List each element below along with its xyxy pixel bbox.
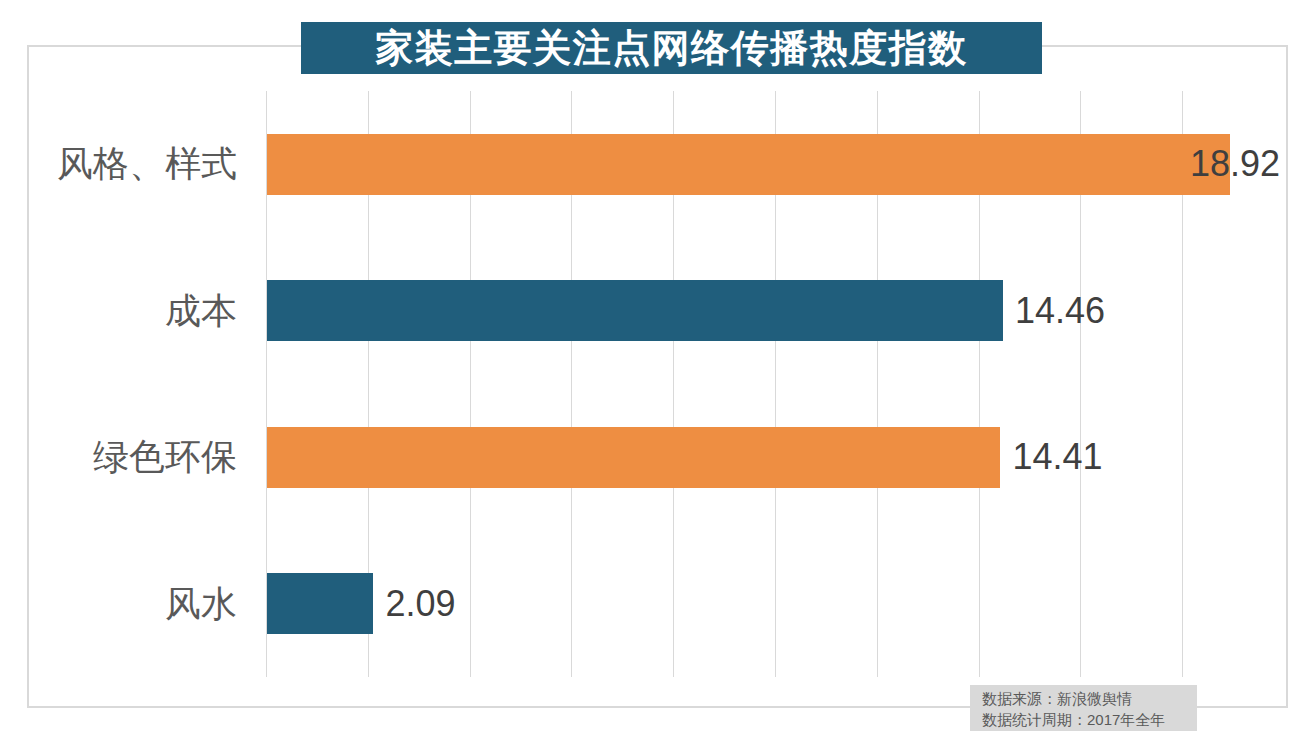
plot-area: 18.92 14.46 14.41 2.09: [266, 91, 1284, 677]
bar-3: [267, 573, 373, 634]
data-source-line: 数据来源：新浪微舆情: [982, 688, 1197, 709]
category-label-2: 绿色环保: [0, 433, 237, 482]
chart-title: 家装主要关注点网络传播热度指数: [301, 22, 1042, 74]
value-label-3: 2.09: [385, 583, 455, 625]
category-label-3: 风水: [0, 580, 237, 629]
value-label-2: 14.41: [1012, 436, 1102, 478]
data-source-box: 数据来源：新浪微舆情 数据统计周期：2017年全年: [970, 685, 1197, 731]
data-period-line: 数据统计周期：2017年全年: [982, 709, 1197, 730]
category-label-1: 成本: [0, 287, 237, 336]
bar-2: [267, 427, 1000, 488]
bar-0: [267, 134, 1230, 195]
value-label-0: 18.92: [1190, 143, 1280, 185]
value-label-1: 14.46: [1015, 290, 1105, 332]
category-label-0: 风格、样式: [0, 140, 237, 189]
bar-1: [267, 280, 1003, 341]
